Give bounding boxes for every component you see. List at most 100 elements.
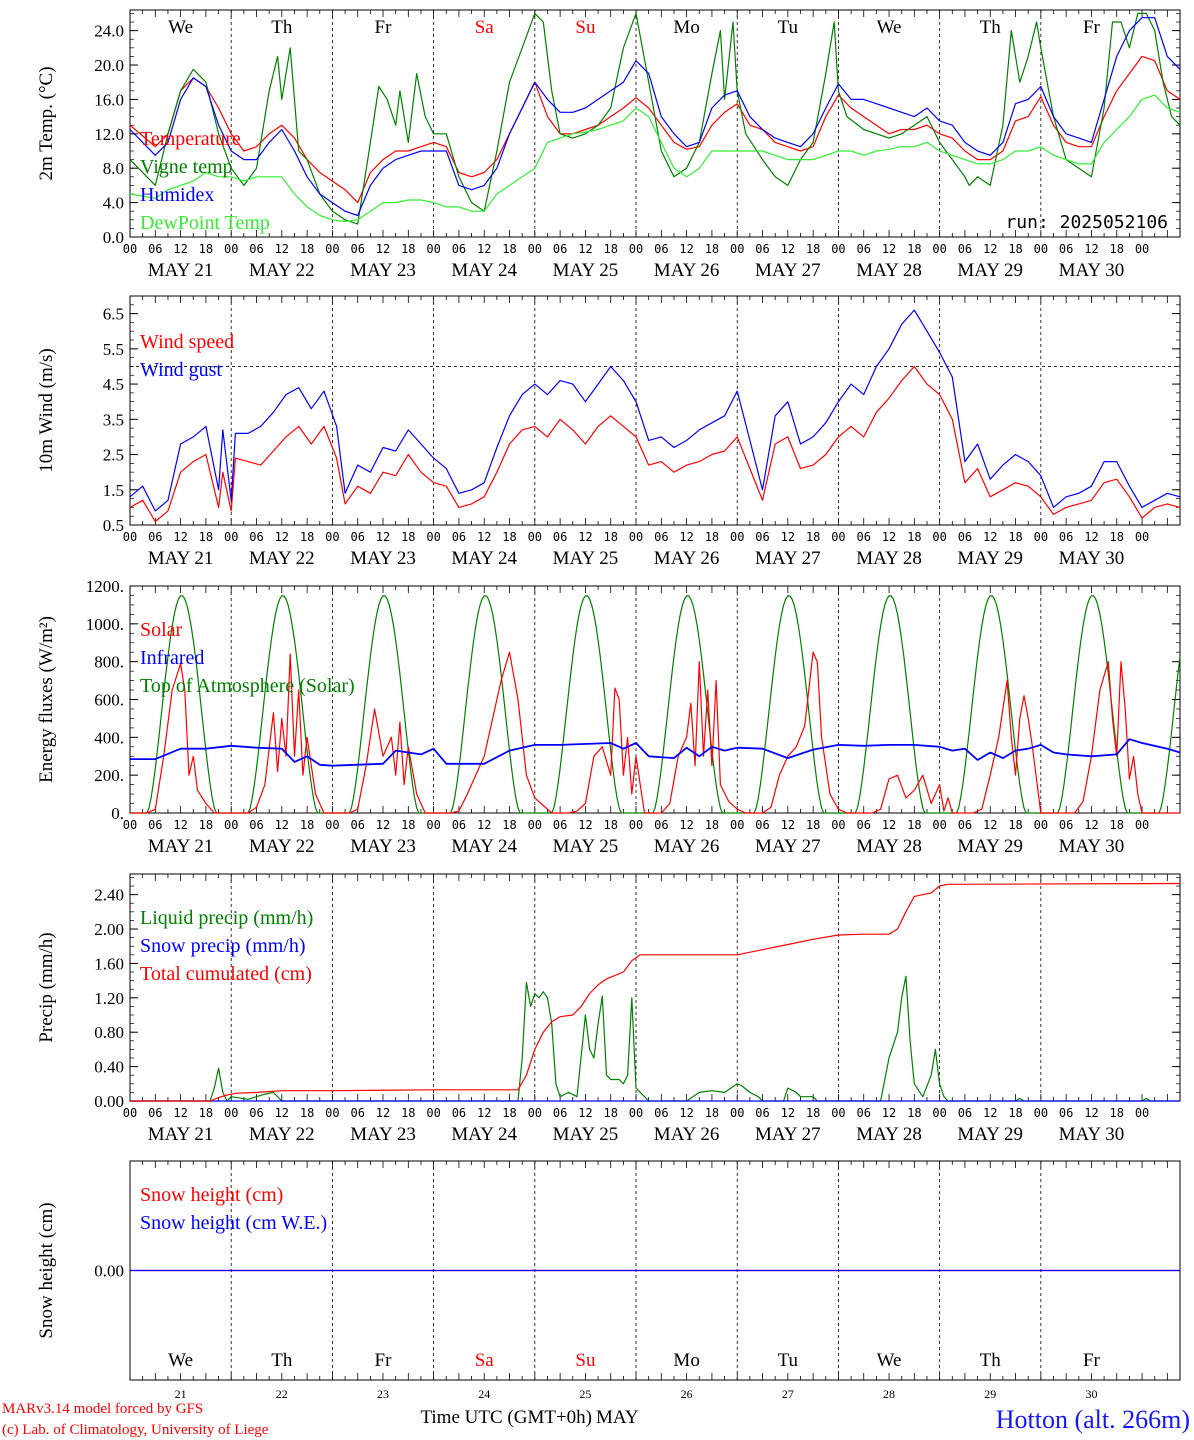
hour-tick-label: 12 xyxy=(1084,1106,1098,1120)
hour-tick-label: 06 xyxy=(958,242,972,256)
hour-tick-label: 00 xyxy=(629,242,643,256)
hour-tick-label: 06 xyxy=(553,1106,567,1120)
series-line-temperature xyxy=(129,55,1181,204)
hour-tick-label: 18 xyxy=(300,242,314,256)
weekday-label: We xyxy=(168,1350,193,1371)
day-number-label: 24 xyxy=(478,1387,490,1401)
hour-tick-label: 18 xyxy=(705,242,719,256)
y-tick-label: 16.0 xyxy=(94,90,124,109)
panel-energy: 0. 200. 400. 600. 800. 1000. 1200. Energy fluxe… xyxy=(36,577,1181,857)
hour-tick-label: 18 xyxy=(401,530,415,544)
weekday-label: Tu xyxy=(778,1350,799,1371)
hour-tick-label: 06 xyxy=(148,1106,162,1120)
weekday-label: Sa xyxy=(475,1350,495,1371)
weekday-label: Fr xyxy=(1083,17,1101,38)
hour-tick-label: 12 xyxy=(376,530,390,544)
hour-tick-label: 12 xyxy=(781,1106,795,1120)
series-line-wind-gust xyxy=(129,309,1181,512)
hour-tick-label: 12 xyxy=(275,1106,289,1120)
hour-tick-label: 18 xyxy=(1008,1106,1022,1120)
date-label: MAY 26 xyxy=(654,836,720,857)
y-tick-label: 800. xyxy=(94,653,124,672)
date-label: MAY 22 xyxy=(249,260,315,281)
y-tick-label: 12.0 xyxy=(94,125,124,144)
weekday-label: Su xyxy=(575,1350,596,1371)
hour-tick-label: 00 xyxy=(831,242,845,256)
series-line-top-of-atmosphere xyxy=(130,595,1181,814)
hour-tick-label: 18 xyxy=(806,1106,820,1120)
hour-tick-label: 12 xyxy=(477,530,491,544)
hour-tick-label: 00 xyxy=(224,530,238,544)
hour-tick-label: 06 xyxy=(1059,530,1073,544)
month-label: MAY xyxy=(596,1407,639,1428)
hour-tick-label: 00 xyxy=(932,242,946,256)
hour-tick-label: 00 xyxy=(932,530,946,544)
date-label: MAY 21 xyxy=(148,260,214,281)
y-tick-label: 5.5 xyxy=(103,340,124,359)
legend-entry: Infrared xyxy=(140,647,204,669)
hour-tick-label: 00 xyxy=(123,242,137,256)
y-tick-label: 1.20 xyxy=(94,989,124,1008)
hour-tick-label: 18 xyxy=(603,818,617,832)
station-label: Hotton (alt. 266m) xyxy=(996,1405,1190,1434)
hour-tick-label: 12 xyxy=(679,530,693,544)
y-tick-label: 4.5 xyxy=(103,375,124,394)
hour-tick-label: 12 xyxy=(679,1106,693,1120)
date-label: MAY 30 xyxy=(1059,1124,1125,1145)
model-credit: MARv3.14 model forced by GFS xyxy=(2,1401,203,1417)
y-tick-label: 1200. xyxy=(86,577,124,596)
date-label: MAY 22 xyxy=(249,836,315,857)
hour-tick-label: 18 xyxy=(502,818,516,832)
hour-tick-label: 18 xyxy=(199,530,213,544)
hour-tick-label: 00 xyxy=(1034,1106,1048,1120)
hour-tick-label: 18 xyxy=(705,818,719,832)
hour-tick-label: 00 xyxy=(1135,242,1149,256)
y-tick-label: 0.0 xyxy=(103,228,124,247)
hour-tick-label: 12 xyxy=(882,530,896,544)
hour-tick-label: 12 xyxy=(173,818,187,832)
y-tick-label: 1.5 xyxy=(103,481,124,500)
run-annotation: run: 2025052106 xyxy=(1005,212,1168,233)
date-label: MAY 23 xyxy=(350,1124,416,1145)
date-label: MAY 24 xyxy=(451,260,517,281)
weekday-label: Sa xyxy=(475,17,495,38)
hour-tick-label: 18 xyxy=(199,818,213,832)
hour-tick-label: 06 xyxy=(654,818,668,832)
y-axis-label: Snow height (cm) xyxy=(36,1202,57,1338)
hour-tick-label: 06 xyxy=(1059,818,1073,832)
y-tick-label: 0.00 xyxy=(94,1092,124,1111)
hour-tick-label: 12 xyxy=(1084,530,1098,544)
lab-credit: (c) Lab. of Climatology, University of L… xyxy=(2,1422,269,1438)
hour-tick-label: 18 xyxy=(300,818,314,832)
hour-tick-label: 00 xyxy=(426,1106,440,1120)
hour-tick-label: 12 xyxy=(983,242,997,256)
day-number-label: 27 xyxy=(782,1387,794,1401)
hour-tick-label: 12 xyxy=(477,1106,491,1120)
hour-tick-label: 18 xyxy=(1008,530,1022,544)
weekday-label: Mo xyxy=(673,17,699,38)
hour-tick-label: 18 xyxy=(502,242,516,256)
hour-tick-label: 00 xyxy=(629,530,643,544)
legend-entry: Total cumulated (cm) xyxy=(140,963,312,985)
hour-tick-label: 00 xyxy=(1135,1106,1149,1120)
hour-tick-label: 06 xyxy=(452,1106,466,1120)
y-axis-label: Precip (mm/h) xyxy=(36,932,57,1042)
hour-tick-label: 00 xyxy=(629,818,643,832)
y-axis-label: 2m Temp. (°C) xyxy=(36,66,57,180)
weekday-label: Th xyxy=(271,1350,293,1371)
date-label: MAY 29 xyxy=(957,836,1023,857)
hour-tick-label: 12 xyxy=(578,530,592,544)
hour-tick-label: 00 xyxy=(325,242,339,256)
hour-tick-label: 06 xyxy=(350,530,364,544)
date-label: MAY 27 xyxy=(755,1124,821,1145)
panel-wind-frame xyxy=(129,295,1181,526)
hour-tick-label: 06 xyxy=(958,1106,972,1120)
legend-entry: Snow height (cm W.E.) xyxy=(140,1212,327,1234)
hour-tick-label: 12 xyxy=(578,1106,592,1120)
hour-tick-label: 06 xyxy=(350,818,364,832)
weekday-label: Mo xyxy=(673,1350,699,1371)
hour-tick-label: 06 xyxy=(958,530,972,544)
date-label: MAY 29 xyxy=(957,260,1023,281)
hour-tick-label: 00 xyxy=(1135,818,1149,832)
